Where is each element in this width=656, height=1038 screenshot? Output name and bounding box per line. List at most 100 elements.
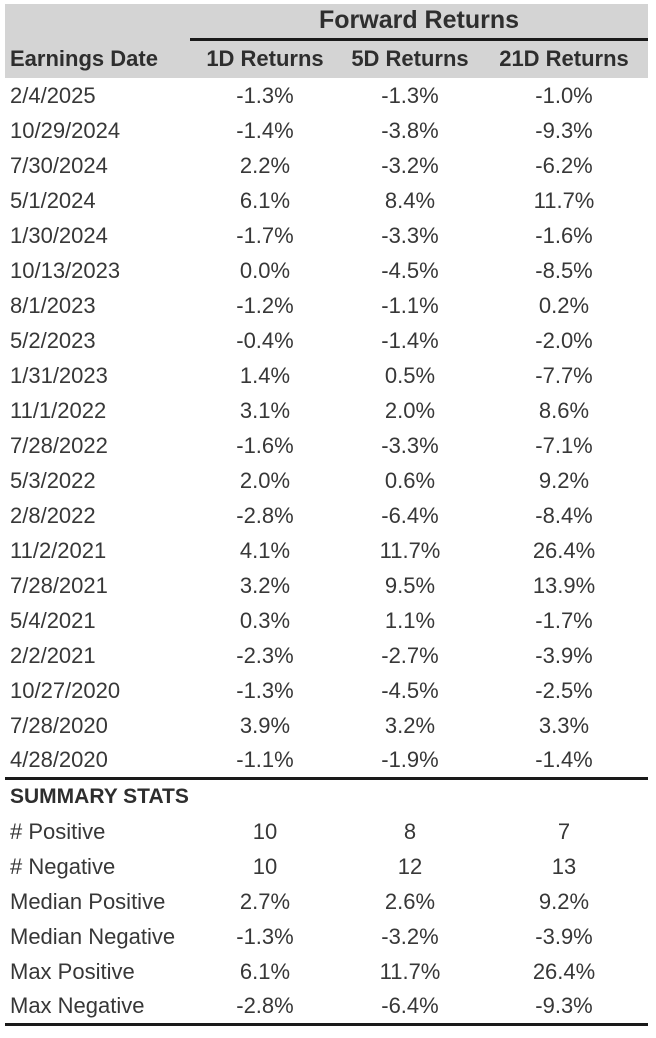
earnings-date-cell: 7/28/2020 — [10, 712, 108, 738]
return-value-cell: -3.2% — [381, 152, 439, 178]
table-row: 10/13/2023 0.0% -4.5% -8.5% — [5, 253, 648, 288]
return-value-cell: -1.6% — [535, 222, 593, 248]
return-value-cell: 3.3% — [538, 712, 590, 738]
stat-value-cell: 9.2% — [538, 888, 590, 914]
earnings-date-cell: 5/2/2023 — [10, 327, 96, 353]
table-body: 2/4/2025 -1.3% -1.3% -1.0% 10/29/2024 -1.4% -3… — [5, 78, 648, 778]
return-value-cell: 11.7% — [533, 187, 595, 213]
earnings-date-cell: 7/28/2021 — [10, 572, 108, 598]
table-row: 5/1/2024 6.1% 8.4% 11.7% — [5, 183, 648, 218]
table-row: 5/3/2022 2.0% 0.6% 9.2% — [5, 463, 648, 498]
return-value-cell: 0.3% — [239, 607, 291, 633]
earnings-date-cell: 1/31/2023 — [10, 362, 108, 388]
return-value-cell: 9.2% — [538, 467, 590, 493]
return-value-cell: -2.3% — [236, 642, 294, 668]
stat-value-cell: -2.8% — [190, 989, 340, 1026]
table-row: 10/27/2020 -1.3% -4.5% -2.5% — [5, 673, 648, 708]
return-value-cell: -2.0% — [535, 327, 593, 353]
return-value-cell: -1.4% — [236, 117, 294, 143]
table-header: Forward Returns Earnings Date 1D Returns 5… — [5, 4, 649, 78]
return-value-cell: 3.2% — [384, 712, 436, 738]
earnings-date-cell: 7/28/2022 — [10, 432, 108, 458]
stat-label-cell: Max Negative — [5, 989, 190, 1026]
return-value-cell: -2.8% — [236, 502, 294, 528]
stat-value-cell: 7 — [557, 818, 571, 844]
table-row: 5/2/2023 -0.4% -1.4% -2.0% — [5, 323, 648, 358]
return-value-cell: -3.3% — [381, 432, 439, 458]
stat-value-cell: 12 — [397, 853, 423, 879]
table-row: 2/4/2025 -1.3% -1.3% -1.0% — [5, 78, 648, 113]
summary-section: SUMMARY STATS # Positive 10 8 7 # Negative 10… — [5, 776, 649, 1026]
group-header-title: Forward Returns — [190, 4, 649, 41]
stat-value-cell: 10 — [252, 853, 278, 879]
return-value-cell: 4.1% — [239, 537, 291, 563]
table-row: 5/4/2021 0.3% 1.1% -1.7% — [5, 603, 648, 638]
column-header-1d-returns: 1D Returns — [190, 39, 340, 78]
earnings-date-cell: 4/28/2020 — [10, 746, 108, 772]
stat-value-cell: 26.4% — [532, 958, 596, 984]
return-value-cell: 2.0% — [239, 467, 291, 493]
return-value-cell: 3.1% — [239, 397, 291, 423]
return-value-cell: -1.1% — [381, 292, 439, 318]
table-row: 2/8/2022 -2.8% -6.4% -8.4% — [5, 498, 648, 533]
group-header-row: Forward Returns — [5, 4, 649, 41]
return-value-cell: -6.4% — [381, 502, 439, 528]
earnings-date-cell: 11/1/2022 — [10, 397, 107, 423]
earnings-date-cell: 2/2/2021 — [10, 642, 96, 668]
table-row: 7/28/2022 -1.6% -3.3% -7.1% — [5, 428, 648, 463]
earnings-date-cell: 7/30/2024 — [10, 152, 108, 178]
summary-row: Median Positive 2.7% 2.6% 9.2% — [5, 884, 648, 919]
return-value-cell: 3.9% — [239, 712, 291, 738]
return-value-cell: -1.3% — [236, 677, 294, 703]
return-value-cell: 8.4% — [384, 187, 436, 213]
earnings-date-cell: 5/4/2021 — [10, 607, 96, 633]
stat-label-cell: # Negative — [10, 853, 116, 879]
return-value-cell: 0.0% — [239, 257, 291, 283]
return-value-cell: -2.7% — [381, 642, 439, 668]
return-value-cell: 13.9% — [532, 572, 596, 598]
return-value-cell: -1.4% — [535, 746, 593, 772]
earnings-date-cell: 5/1/2024 — [10, 187, 96, 213]
stat-value-cell: -6.4% — [340, 989, 480, 1026]
stat-label-cell: Median Negative — [10, 923, 176, 949]
return-value-cell: 6.1% — [239, 187, 291, 213]
return-value-cell: -1.3% — [236, 82, 294, 108]
table-row: 10/29/2024 -1.4% -3.8% -9.3% — [5, 113, 648, 148]
return-value-cell: -8.4% — [535, 502, 593, 528]
stat-value-cell: -1.3% — [236, 923, 294, 949]
table-row: 1/30/2024 -1.7% -3.3% -1.6% — [5, 218, 648, 253]
column-header-row: Earnings Date 1D Returns 5D Returns 21D Ret… — [5, 39, 649, 78]
stat-value-cell: 2.7% — [239, 888, 291, 914]
forward-returns-table: Forward Returns Earnings Date 1D Returns 5… — [5, 4, 649, 1026]
earnings-date-cell: 10/29/2024 — [10, 117, 121, 143]
summary-row: Max Positive 6.1% 11.7% 26.4% — [5, 954, 648, 989]
return-value-cell: 0.2% — [538, 292, 590, 318]
return-value-cell: -4.5% — [381, 257, 439, 283]
return-value-cell: -1.0% — [535, 82, 593, 108]
return-value-cell: -0.4% — [236, 327, 294, 353]
return-value-cell: -1.3% — [381, 82, 439, 108]
earnings-date-cell: 2/8/2022 — [10, 502, 96, 528]
table-row: 11/1/2022 3.1% 2.0% 8.6% — [5, 393, 648, 428]
return-value-cell: 8.6% — [538, 397, 590, 423]
summary-title-row: SUMMARY STATS — [5, 776, 649, 814]
earnings-date-cell: 5/3/2022 — [10, 467, 96, 493]
return-value-cell: -1.1% — [236, 746, 294, 772]
stat-value-cell: 11.7% — [379, 958, 441, 984]
table-row: 2/2/2021 -2.3% -2.7% -3.9% — [5, 638, 648, 673]
earnings-date-cell: 1/30/2024 — [10, 222, 108, 248]
summary-row: # Negative 10 12 13 — [5, 849, 648, 884]
earnings-date-cell: 8/1/2023 — [10, 292, 96, 318]
return-value-cell: -3.3% — [381, 222, 439, 248]
return-value-cell: -3.8% — [381, 117, 439, 143]
table-row: 1/31/2023 1.4% 0.5% -7.7% — [5, 358, 648, 393]
return-value-cell: 2.0% — [384, 397, 436, 423]
column-header-5d-returns: 5D Returns — [340, 39, 480, 78]
return-value-cell: 1.4% — [239, 362, 291, 388]
return-value-cell: -6.2% — [535, 152, 593, 178]
return-value-cell: 1.1% — [384, 607, 436, 633]
table-row: 11/2/2021 4.1% 11.7% 26.4% — [5, 533, 648, 568]
stat-value-cell: 8 — [403, 818, 417, 844]
earnings-date-cell: 11/2/2021 — [10, 537, 107, 563]
